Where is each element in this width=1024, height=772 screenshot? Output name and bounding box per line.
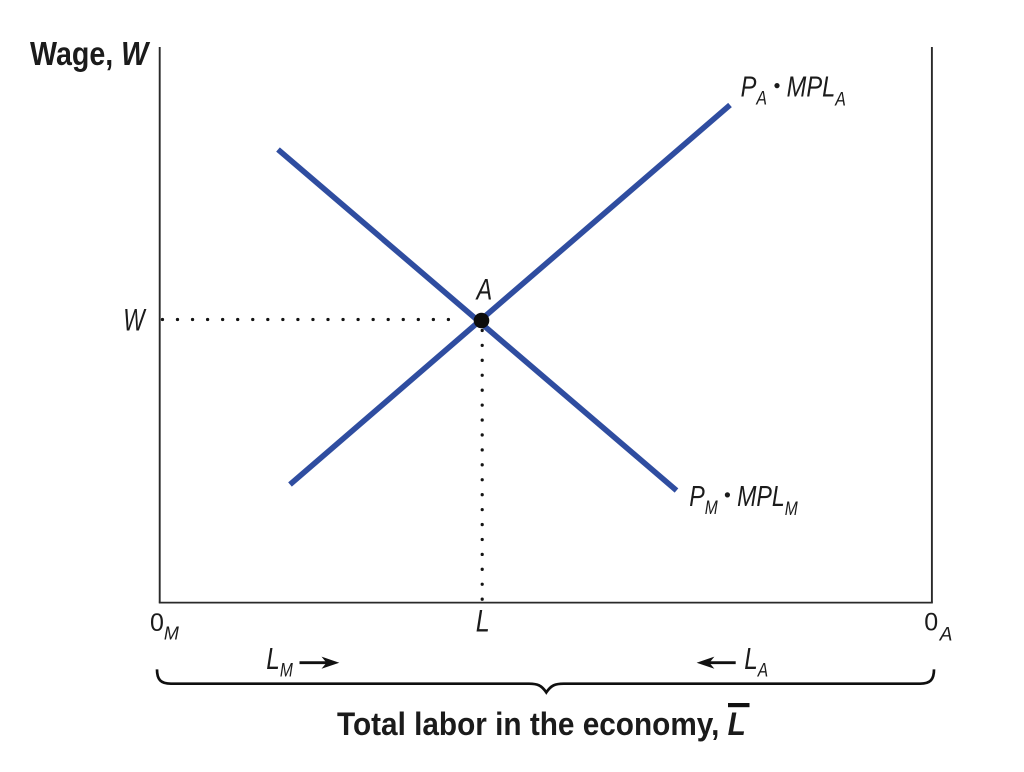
svg-text:LM: LM <box>266 641 293 681</box>
svg-text:W: W <box>123 302 147 338</box>
svg-text:Wage, W: Wage, W <box>30 35 151 72</box>
svg-text:Total labor in the economy, L: Total labor in the economy, L <box>337 706 746 742</box>
svg-text:L: L <box>476 604 490 639</box>
svg-text:A: A <box>475 273 493 306</box>
